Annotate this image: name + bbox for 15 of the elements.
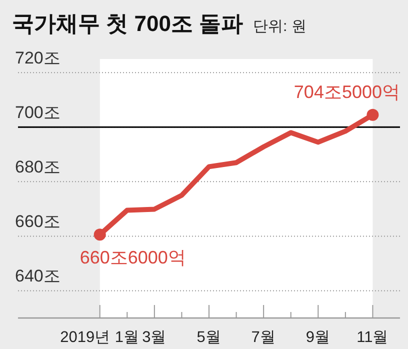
y-tick-label: 640조 bbox=[15, 266, 60, 286]
y-tick-label: 700조 bbox=[15, 103, 60, 122]
annotation: 660조6000억 bbox=[80, 248, 186, 268]
y-tick-label: 720조 bbox=[15, 48, 60, 68]
x-tick-label: 9월 bbox=[306, 329, 330, 346]
x-tick-label: 3월 bbox=[142, 329, 167, 346]
y-tick-label: 680조 bbox=[15, 158, 60, 177]
x-tick-label: 11월 bbox=[356, 329, 389, 346]
x-tick-label: 7월 bbox=[251, 329, 276, 346]
x-tick-label: 2019년 1월 bbox=[60, 329, 140, 346]
x-tick-label: 5월 bbox=[196, 329, 222, 346]
chart-subtitle: 단위: 원 bbox=[253, 18, 306, 35]
y-tick-label: 660조 bbox=[15, 212, 60, 232]
annotation: 704조5000억 bbox=[294, 82, 400, 102]
chart-title: 국가채무 첫 700조 돌파 bbox=[12, 11, 244, 36]
